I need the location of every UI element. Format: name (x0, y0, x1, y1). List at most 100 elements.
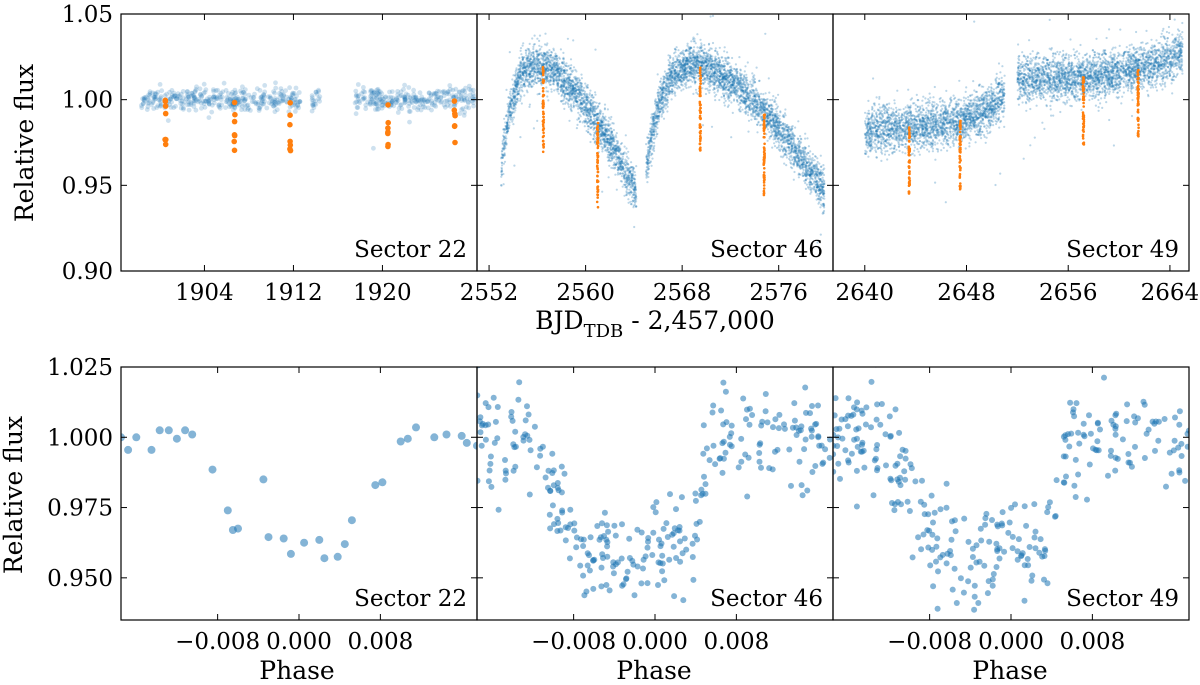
raw-point (603, 117, 606, 120)
raw-point (606, 134, 609, 137)
raw-point (445, 89, 451, 95)
raw-point (594, 113, 597, 116)
raw-point (677, 49, 680, 52)
raw-point (524, 71, 527, 74)
raw-point (142, 98, 148, 104)
raw-point (582, 106, 585, 109)
raw-point (630, 174, 634, 177)
raw-point (631, 177, 634, 180)
raw-point (554, 78, 558, 81)
raw-point (521, 66, 525, 69)
raw-point (588, 113, 591, 116)
raw-point (612, 157, 615, 160)
raw-point (687, 86, 690, 89)
raw-point (619, 148, 622, 151)
raw-point (426, 96, 432, 102)
raw-point (271, 103, 276, 109)
raw-point (816, 157, 819, 160)
raw-point (374, 102, 380, 108)
raw-point (622, 167, 625, 170)
raw-point (217, 105, 223, 111)
raw-point (547, 51, 550, 55)
raw-point (353, 93, 359, 99)
raw-point (530, 80, 533, 83)
raw-point (503, 143, 506, 146)
raw-point (374, 95, 379, 101)
raw-point (503, 117, 506, 120)
raw-point (402, 95, 408, 100)
raw-point (545, 64, 548, 67)
raw-point (625, 181, 628, 184)
raw-point (555, 72, 558, 75)
raw-point (615, 147, 618, 150)
raw-point (262, 89, 268, 95)
raw-point (569, 86, 572, 90)
raw-point (764, 92, 767, 95)
raw-point (562, 51, 565, 55)
raw-point (615, 163, 618, 166)
transit-point (231, 138, 237, 145)
raw-point (611, 152, 614, 155)
raw-point (519, 49, 522, 52)
raw-point (529, 58, 532, 61)
raw-point (317, 98, 322, 104)
raw-point (530, 63, 533, 66)
raw-point (586, 85, 589, 89)
raw-point (603, 145, 606, 148)
raw-point (465, 99, 471, 105)
raw-point (518, 56, 521, 60)
raw-point (514, 89, 517, 93)
raw-point (533, 59, 536, 62)
raw-point (608, 140, 611, 143)
raw-point (552, 76, 555, 79)
raw-point (509, 112, 512, 115)
raw-point (276, 99, 282, 105)
raw-point (261, 92, 267, 98)
raw-point (185, 102, 190, 108)
raw-point (142, 97, 147, 102)
raw-point (572, 80, 575, 83)
raw-point (550, 62, 553, 65)
raw-point (433, 96, 439, 101)
raw-point (536, 93, 539, 96)
raw-point (617, 156, 620, 159)
raw-point (584, 119, 587, 122)
raw-point (566, 65, 570, 68)
raw-point (556, 67, 559, 70)
raw-point (500, 173, 503, 176)
raw-point (599, 125, 603, 128)
raw-point (564, 102, 567, 105)
raw-point (604, 129, 607, 132)
raw-point (612, 136, 615, 140)
raw-point (535, 64, 538, 67)
raw-point (406, 109, 412, 114)
raw-point (502, 138, 505, 141)
raw-point (383, 95, 388, 100)
raw-point (513, 79, 516, 82)
raw-point (822, 178, 825, 181)
raw-point (609, 138, 613, 141)
raw-point (603, 140, 607, 143)
raw-point (593, 114, 596, 117)
raw-point (600, 142, 604, 145)
raw-point (564, 93, 567, 96)
raw-point (532, 80, 535, 83)
raw-point (547, 90, 550, 93)
raw-point (599, 133, 602, 136)
raw-point (599, 112, 602, 115)
raw-point (635, 197, 638, 200)
raw-point (521, 72, 524, 75)
raw-point (545, 68, 548, 72)
raw-point (377, 89, 383, 95)
raw-point (628, 174, 631, 177)
raw-point (504, 127, 507, 130)
raw-point (543, 66, 547, 69)
raw-point (614, 144, 618, 147)
raw-point (543, 63, 546, 66)
raw-point (510, 99, 514, 102)
raw-point (542, 55, 545, 58)
raw-point (625, 194, 628, 197)
raw-point (202, 99, 208, 104)
raw-point (453, 93, 459, 98)
raw-point (530, 64, 533, 68)
